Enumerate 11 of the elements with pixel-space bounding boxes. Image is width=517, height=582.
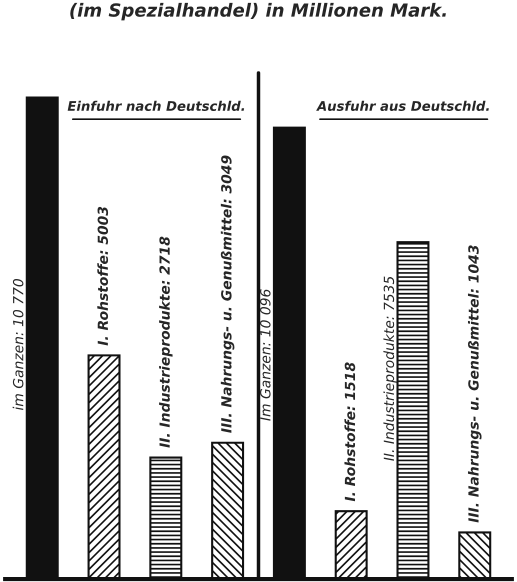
data-label: I. Rohstoffe: 1518 [344,362,356,502]
data-label: I. Rohstoffe: 5003 [97,206,108,346]
data-label: III. Nahrungs- u. Genußmittel: 3049 [220,155,234,433]
chart-title: (im Spezialhandel) in Millionen Mark. [70,2,446,20]
data-label: II. Industrieprodukte: 7535 [383,276,397,461]
data-label: Im Ganzen: 10 096 [260,289,271,421]
data-label: im Ganzen: 10 770 [12,279,24,410]
data-label: III. Nahrungs- u. Genußmittel: 1043 [468,245,482,523]
annotation: Ausfuhr aus Deutschld. [316,100,489,111]
annotation: Einfuhr nach Deutschld. [68,100,244,111]
data-label: II. Industrieprodukte: 2718 [159,236,173,448]
